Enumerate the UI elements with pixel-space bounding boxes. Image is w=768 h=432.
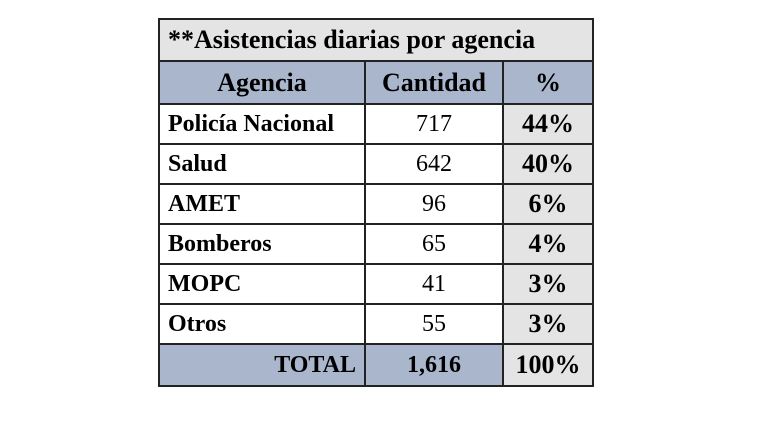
table-row: Bomberos 65 4%: [158, 223, 595, 265]
quantity-cell: 41: [364, 263, 504, 305]
header-percent: %: [501, 60, 595, 105]
agency-name-cell: Bomberos: [158, 223, 366, 265]
header-quantity: Cantidad: [364, 60, 504, 105]
agency-name-cell: Salud: [158, 143, 366, 185]
table-row: MOPC 41 3%: [158, 263, 595, 305]
quantity-cell: 55: [364, 303, 504, 345]
quantity-cell: 65: [364, 223, 504, 265]
agency-name-cell: Otros: [158, 303, 366, 345]
percent-cell: 4%: [501, 223, 595, 265]
total-percent: 100%: [501, 343, 595, 387]
table-row: Salud 642 40%: [158, 143, 595, 185]
percent-cell: 40%: [501, 143, 595, 185]
percent-cell: 3%: [501, 303, 595, 345]
quantity-cell: 717: [364, 103, 504, 145]
quantity-cell: 642: [364, 143, 504, 185]
table-row: Otros 55 3%: [158, 303, 595, 345]
table-title: **Asistencias diarias por agencia: [157, 18, 595, 62]
title-row: **Asistencias diarias por agencia: [157, 18, 595, 62]
agency-name-cell: MOPC: [158, 263, 366, 305]
table-row: AMET 96 6%: [158, 183, 595, 225]
quantity-cell: 96: [364, 183, 504, 225]
table-row: Policía Nacional 717 44%: [158, 103, 595, 145]
total-quantity: 1,616: [364, 343, 504, 387]
agency-name-cell: Policía Nacional: [158, 103, 366, 145]
header-agency: Agencia: [158, 60, 366, 105]
header-row: Agencia Cantidad %: [158, 60, 595, 105]
agency-name-cell: AMET: [158, 183, 366, 225]
percent-cell: 44%: [501, 103, 595, 145]
total-row: TOTAL 1,616 100%: [158, 343, 595, 387]
agency-assistance-table: **Asistencias diarias por agencia Agenci…: [157, 18, 595, 387]
total-label: TOTAL: [158, 343, 366, 387]
percent-cell: 6%: [501, 183, 595, 225]
percent-cell: 3%: [501, 263, 595, 305]
